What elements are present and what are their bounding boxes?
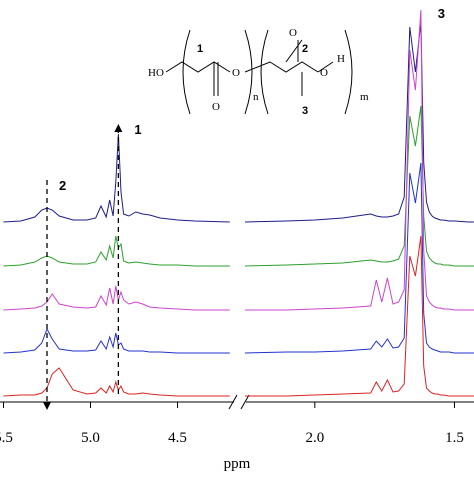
structure-label: 1 <box>197 43 203 55</box>
peak-label: 3 <box>438 6 445 21</box>
x-tick-label: 2.0 <box>305 430 324 446</box>
spectrum-line <box>3 327 230 354</box>
bracket <box>182 29 353 115</box>
spectrum-line <box>245 235 474 397</box>
structure-label: 2 <box>302 43 308 55</box>
structure-label: 3 <box>302 105 308 117</box>
x-tick-label: 5.5 <box>0 430 13 446</box>
peak-label: 2 <box>59 178 66 193</box>
axis-break <box>240 394 250 410</box>
spectrum-line <box>3 235 230 267</box>
x-tick-label: 1.5 <box>445 430 464 446</box>
spectrum-line <box>244 162 474 354</box>
spectrum-line <box>245 9 474 311</box>
structure-label: m <box>360 91 369 103</box>
arrow-head <box>114 124 123 132</box>
structure-label: n <box>253 91 259 103</box>
structure-label: O <box>212 101 220 113</box>
structure-label: HO <box>148 67 164 79</box>
structure-label: O <box>289 27 297 39</box>
structure-label: O <box>320 67 328 79</box>
peak-label: 1 <box>134 122 141 137</box>
spectrum-line <box>3 367 230 397</box>
structure-label: O <box>232 67 240 79</box>
x-tick-label: 4.5 <box>168 430 187 446</box>
axis-break <box>228 394 238 410</box>
structure-label: H <box>337 53 345 65</box>
x-axis-label: ppm <box>224 456 251 472</box>
spectrum-line <box>244 21 474 223</box>
spectrum-line <box>3 285 230 311</box>
spectrum-line <box>244 105 474 267</box>
x-tick-label: 5.0 <box>81 430 100 446</box>
bond <box>165 39 334 96</box>
arrow-head <box>43 402 51 410</box>
structure <box>165 29 353 115</box>
spectrum-line <box>3 133 230 223</box>
